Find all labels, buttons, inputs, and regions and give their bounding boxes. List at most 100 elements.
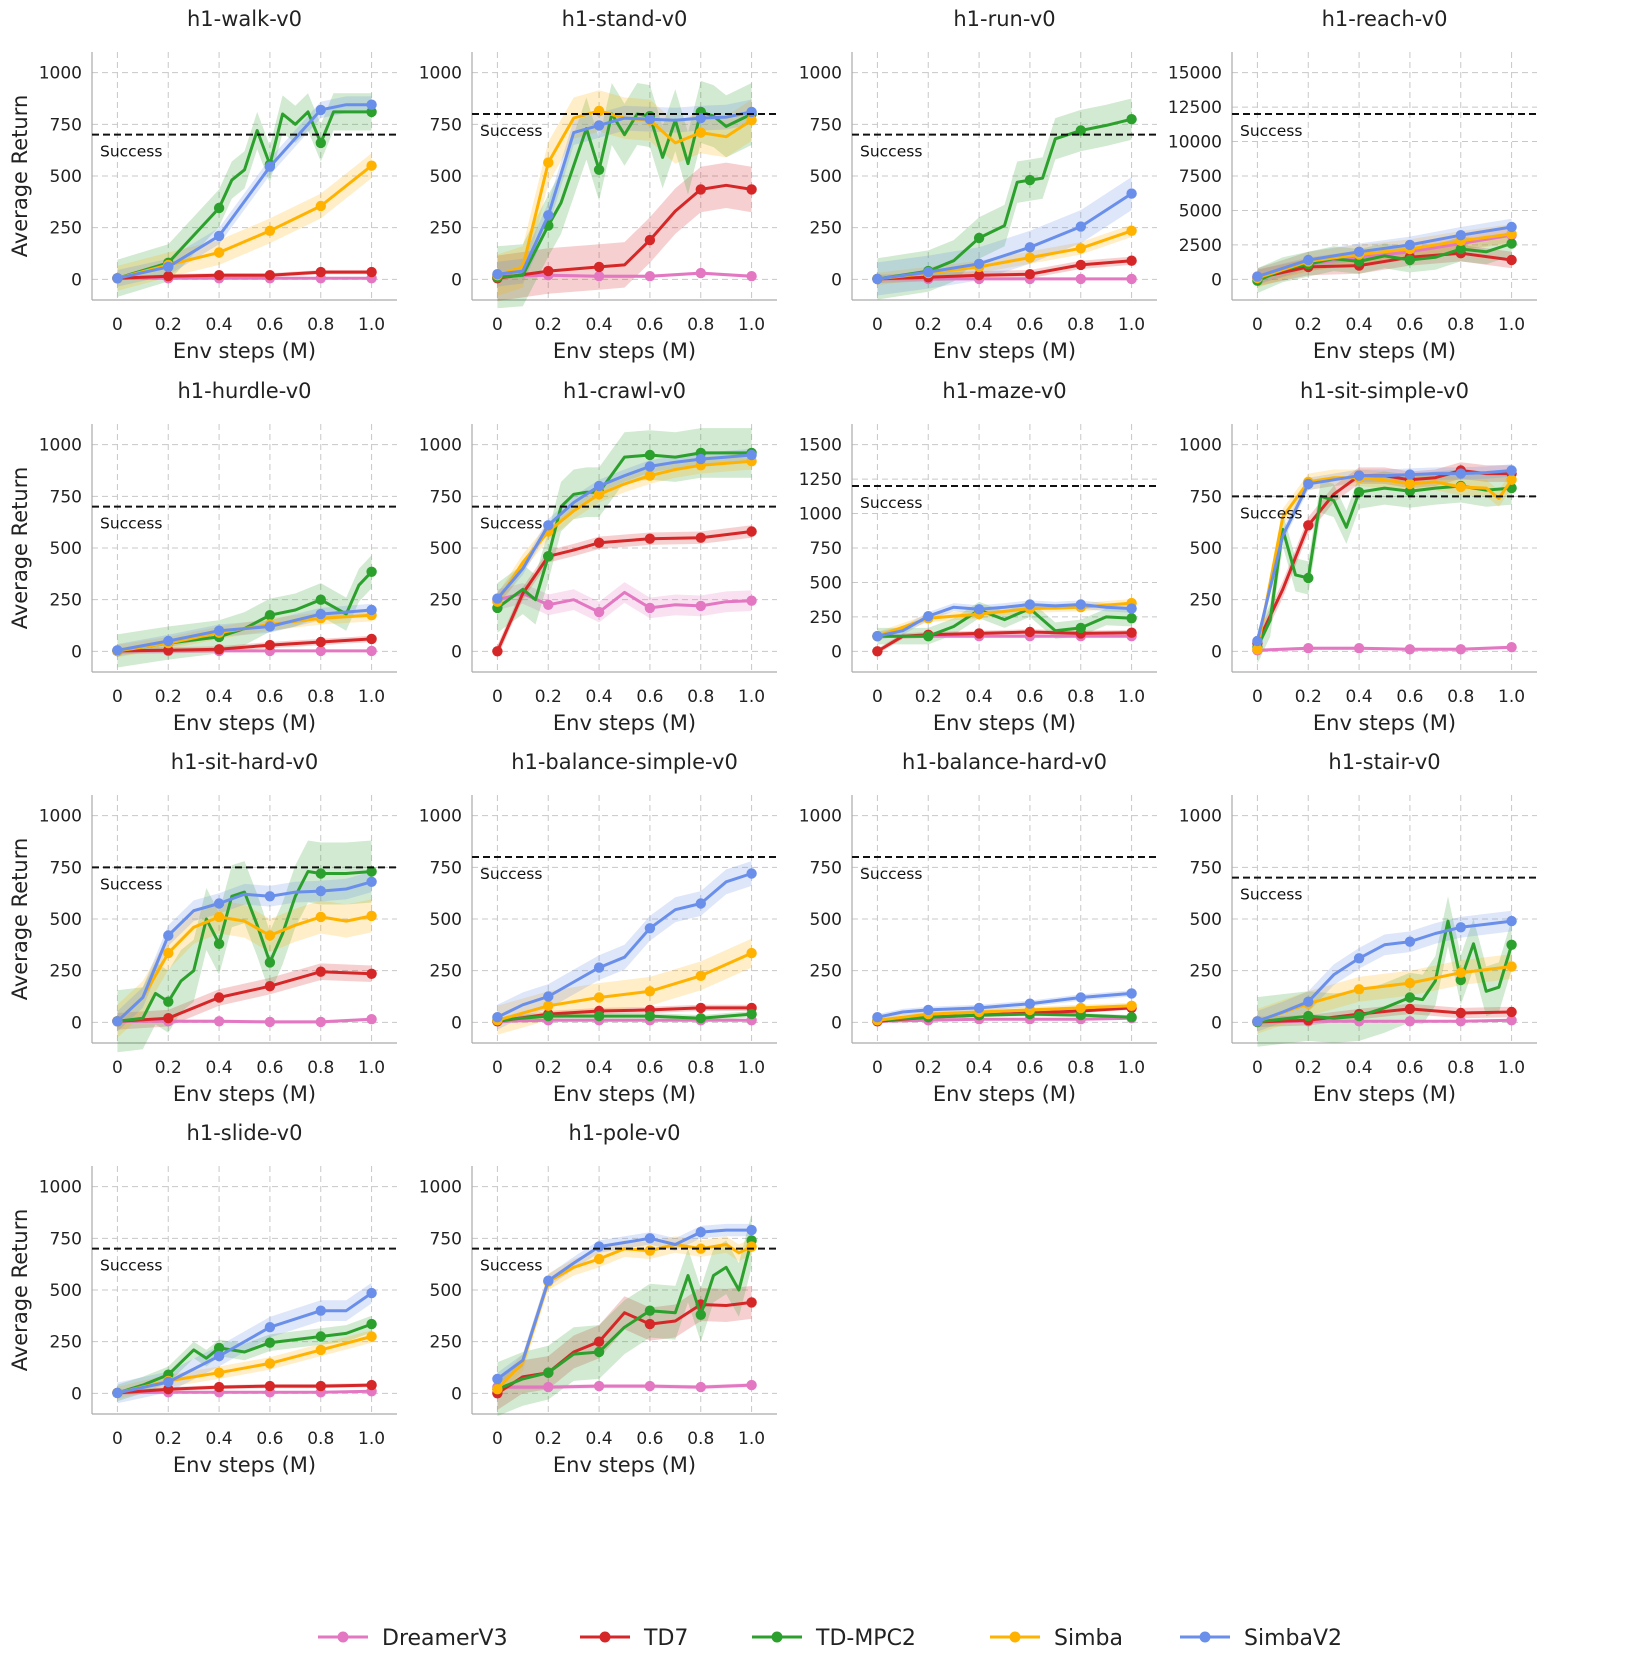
data-point-td-mpc2 xyxy=(213,202,225,214)
series-line-td7 xyxy=(117,970,372,1023)
y-tick-label: 500 xyxy=(1190,539,1222,559)
series-line-simbav2 xyxy=(116,880,373,1023)
data-point-simbav2 xyxy=(872,1012,883,1023)
data-point-simba xyxy=(315,1344,326,1356)
data-point-dreamerv3 xyxy=(1455,644,1467,655)
data-point-td-mpc2 xyxy=(1075,1009,1087,1021)
data-point-td7 xyxy=(163,645,174,656)
subplot-h1-run-v0: h1-run-v0 0 250 500 750 1000 0 0.2 0.4 0.6 0.8 1.0 E… xyxy=(799,7,1157,363)
data-point-simbav2 xyxy=(492,269,503,280)
subplot-title: h1-maze-v0 xyxy=(942,379,1066,403)
series-line-simbav2 xyxy=(1256,225,1512,279)
y-tick-label: 500 xyxy=(430,539,462,559)
subplot-h1-stair-v0: h1-stair-v0 0 250 500 750 1000 0 0.2 0.4 0.6 0.8 1.… xyxy=(1179,750,1537,1106)
y-tick-label: 250 xyxy=(810,219,842,239)
data-point-dreamerv3 xyxy=(1404,644,1416,655)
x-tick-label: 0.6 xyxy=(256,1429,283,1449)
y-tick-label: 500 xyxy=(430,910,462,930)
data-point-simba xyxy=(1075,243,1087,254)
legend-label: SimbaV2 xyxy=(1244,1626,1342,1651)
data-point-td7 xyxy=(492,646,503,657)
data-point-simbav2 xyxy=(923,1004,934,1016)
x-tick-label: 0.4 xyxy=(1346,687,1373,707)
x-tick-label: 0 xyxy=(112,687,123,707)
series-line-td-mpc2 xyxy=(877,607,1132,638)
y-tick-label: 750 xyxy=(430,115,462,135)
data-point-td-mpc2 xyxy=(695,1309,706,1321)
data-point-td-mpc2 xyxy=(1303,1010,1314,1022)
data-point-td7 xyxy=(872,646,883,657)
data-point-dreamerv3 xyxy=(593,1380,605,1392)
x-tick-label: 0.4 xyxy=(966,1058,993,1078)
data-point-td7 xyxy=(695,184,706,195)
y-tick-label: 500 xyxy=(50,1281,82,1301)
subplot-h1-maze-v0: h1-maze-v0 0 250 500 750 1000 1250 1500 0 0.2 0.4 0… xyxy=(799,379,1157,735)
data-point-td7 xyxy=(366,968,377,979)
series-line-simbav2 xyxy=(877,603,1132,638)
series-line-td7 xyxy=(117,637,372,653)
data-point-simbav2 xyxy=(315,1305,326,1316)
x-tick-label: 0.4 xyxy=(1346,1058,1373,1078)
data-point-td7 xyxy=(213,270,225,281)
data-point-td-mpc2 xyxy=(1404,992,1416,1003)
data-point-simbav2 xyxy=(213,230,225,242)
data-point-td7 xyxy=(746,526,757,537)
y-tick-label: 0 xyxy=(831,270,842,290)
data-point-simba xyxy=(1252,644,1263,655)
data-point-dreamerv3 xyxy=(746,271,757,282)
data-point-td7 xyxy=(213,644,225,655)
data-point-td7 xyxy=(315,266,326,278)
y-tick-label: 7500 xyxy=(1179,167,1222,187)
confidence-band-td-mpc2 xyxy=(117,840,372,1053)
data-point-simbav2 xyxy=(1024,599,1036,610)
series-line-simbav2 xyxy=(496,453,752,600)
data-point-simbav2 xyxy=(872,273,883,285)
y-tick-label: 750 xyxy=(50,1229,82,1249)
x-tick-label: 1.0 xyxy=(358,1429,385,1449)
legend-label: TD7 xyxy=(643,1626,688,1651)
data-point-simba xyxy=(366,160,377,171)
data-point-simbav2 xyxy=(264,891,276,902)
data-point-simbav2 xyxy=(644,1233,656,1244)
data-point-simbav2 xyxy=(644,923,656,934)
y-tick-label: 10000 xyxy=(1168,133,1222,153)
data-point-td-mpc2 xyxy=(366,866,377,877)
y-tick-label: 250 xyxy=(430,962,462,982)
data-point-dreamerv3 xyxy=(1126,273,1137,285)
x-tick-label: 0 xyxy=(112,315,123,335)
data-point-dreamerv3 xyxy=(543,1381,554,1393)
x-tick-label: 0.4 xyxy=(966,315,993,335)
data-point-simbav2 xyxy=(366,876,377,887)
subplot-title: h1-pole-v0 xyxy=(569,1121,681,1145)
confidence-band-simbav2 xyxy=(117,96,372,287)
x-tick-label: 1.0 xyxy=(358,1058,385,1078)
data-point-simba xyxy=(695,970,706,981)
x-tick-label: 0 xyxy=(492,1058,503,1078)
y-tick-label: 750 xyxy=(430,487,462,507)
x-tick-label: 1.0 xyxy=(1118,1058,1145,1078)
success-label: Success xyxy=(480,515,542,533)
data-point-simbav2 xyxy=(1024,998,1036,1009)
data-point-simba xyxy=(1506,961,1517,972)
data-point-simbav2 xyxy=(264,1322,276,1333)
data-point-dreamerv3 xyxy=(593,271,605,282)
data-point-simbav2 xyxy=(1455,922,1467,933)
series-line-simba xyxy=(1255,476,1513,650)
y-tick-label: 500 xyxy=(810,910,842,930)
data-point-simbav2 xyxy=(872,631,883,642)
y-tick-label: 0 xyxy=(451,270,462,290)
data-point-dreamerv3 xyxy=(543,599,554,610)
subplot-h1-walk-v0: h1-walk-v0 0 250 500 750 1000 0 0.2 0.4 0.6 0.8 1.0… xyxy=(8,7,397,363)
subplot-h1-slide-v0: h1-slide-v0 0 250 500 750 1000 0 0.2 0.4 0.6 0.8 1.… xyxy=(8,1121,397,1477)
y-tick-label: 500 xyxy=(430,167,462,187)
data-point-td7 xyxy=(264,270,276,281)
x-tick-label: 0.8 xyxy=(307,687,334,707)
data-point-dreamerv3 xyxy=(366,1014,377,1025)
y-tick-label: 0 xyxy=(71,1013,82,1033)
y-tick-label: 750 xyxy=(810,115,842,135)
data-point-td-mpc2 xyxy=(543,1367,554,1378)
data-point-td-mpc2 xyxy=(1506,238,1517,249)
data-point-simbav2 xyxy=(112,1387,123,1399)
x-tick-label: 0.4 xyxy=(206,687,233,707)
subplot-h1-pole-v0: h1-pole-v0 0 250 500 750 1000 0 0.2 0.4 0.6 0.8 1.0… xyxy=(419,1121,777,1477)
